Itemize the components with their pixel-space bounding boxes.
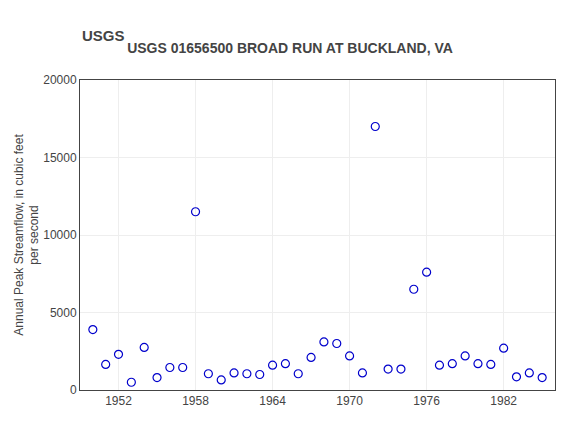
svg-text:USGS: USGS [82, 27, 125, 44]
svg-text:1952: 1952 [105, 394, 132, 408]
svg-text:20000: 20000 [43, 73, 77, 87]
svg-text:USGS 01656500 BROAD RUN AT BUC: USGS 01656500 BROAD RUN AT BUCKLAND, VA [127, 40, 453, 56]
svg-text:1964: 1964 [259, 394, 286, 408]
svg-text:10000: 10000 [43, 228, 77, 242]
svg-text:0: 0 [70, 383, 77, 397]
svg-text:1976: 1976 [413, 394, 440, 408]
svg-text:1970: 1970 [336, 394, 363, 408]
svg-text:1958: 1958 [182, 394, 209, 408]
svg-text:5000: 5000 [50, 306, 77, 320]
svg-text:1982: 1982 [490, 394, 517, 408]
svg-text:Annual Peak Streamflow, in cub: Annual Peak Streamflow, in cubic feetper… [12, 134, 42, 336]
svg-text:15000: 15000 [43, 151, 77, 165]
